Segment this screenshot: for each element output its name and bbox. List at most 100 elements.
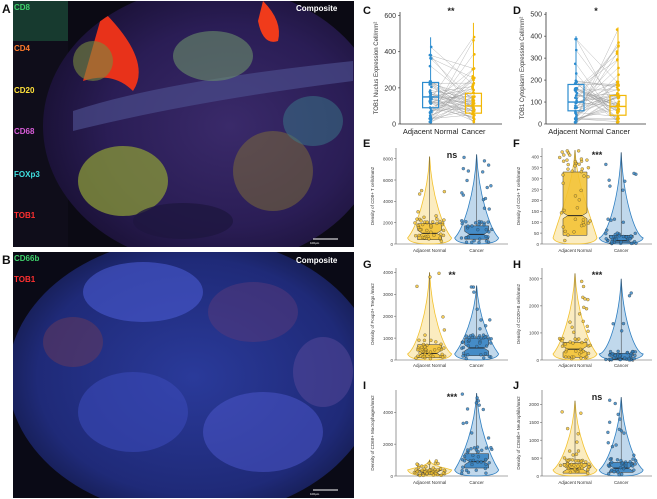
point-g-0 xyxy=(442,354,447,358)
point-cancer-c xyxy=(471,85,474,88)
point-cancer-d xyxy=(617,66,620,70)
y-tick-label-g: 4000 xyxy=(383,270,394,275)
violin-j-1 xyxy=(598,397,644,477)
point-g-1 xyxy=(487,337,491,341)
point-cancer-c xyxy=(473,108,476,111)
point-normal-d xyxy=(573,87,577,91)
point-normal-d xyxy=(574,72,578,75)
point-i-0 xyxy=(431,466,435,470)
y-tick-label-j: 1500 xyxy=(529,420,540,425)
point-cancer-d xyxy=(616,115,620,118)
point-g-1 xyxy=(487,354,491,359)
marker-label-tob1: TOB1 xyxy=(14,211,36,220)
point-normal-c xyxy=(428,89,432,92)
point-f-1 xyxy=(617,234,621,238)
point-normal-c xyxy=(429,80,433,83)
point-h-1 xyxy=(629,291,633,295)
y-axis-label-f: Density of CD4+ T cells/mm2 xyxy=(516,166,521,225)
point-f-0 xyxy=(566,167,570,171)
point-j-0 xyxy=(565,462,570,466)
point-g-0 xyxy=(423,344,427,349)
panel-b-image xyxy=(13,252,354,498)
point-e-1 xyxy=(470,224,474,228)
point-normal-c xyxy=(430,57,433,60)
point-cancer-d xyxy=(617,117,620,120)
x-tick-label-f: Adjacent Normal xyxy=(558,248,591,253)
violin-f-0 xyxy=(552,150,598,245)
point-j-1 xyxy=(620,462,624,466)
point-e-0 xyxy=(419,227,423,232)
point-e-1 xyxy=(477,240,481,245)
point-g-1 xyxy=(482,336,486,340)
point-f-0 xyxy=(582,174,586,178)
point-cancer-c xyxy=(472,109,476,113)
point-cancer-c xyxy=(473,53,476,56)
point-i-0 xyxy=(418,472,422,476)
point-normal-c xyxy=(429,101,433,105)
point-j-0 xyxy=(565,458,569,462)
point-j-1 xyxy=(607,464,611,469)
point-e-1 xyxy=(464,220,468,224)
point-g-0 xyxy=(414,356,418,360)
point-normal-d xyxy=(574,117,577,121)
pair-line-d xyxy=(575,87,619,112)
point-g-1 xyxy=(461,351,466,355)
point-cancer-c xyxy=(473,76,476,80)
pair-line-d xyxy=(575,29,619,119)
point-h-0 xyxy=(560,339,564,343)
y-tick-label-f: 50 xyxy=(534,231,540,236)
point-h-1 xyxy=(618,353,623,357)
point-g-1 xyxy=(482,356,486,360)
point-g-0 xyxy=(434,340,438,344)
point-normal-d xyxy=(575,93,578,97)
marker-label-foxp3: FOXp3 xyxy=(14,170,40,179)
point-cancer-c xyxy=(472,88,475,92)
pair-line-c xyxy=(430,83,474,97)
point-j-0 xyxy=(572,467,577,471)
pair-line-d xyxy=(575,97,619,106)
point-cancer-d xyxy=(615,83,619,87)
pair-line-d xyxy=(575,89,619,107)
point-cancer-c xyxy=(471,110,475,114)
pair-line-d xyxy=(575,45,619,99)
point-f-0 xyxy=(579,188,583,193)
pair-line-c xyxy=(430,65,474,101)
point-e-1 xyxy=(461,193,465,197)
point-i-0 xyxy=(436,461,440,466)
point-cancer-d xyxy=(617,83,620,86)
significance-d: * xyxy=(594,6,598,16)
violin-e-1 xyxy=(454,154,500,245)
point-normal-c xyxy=(428,99,432,103)
pair-line-d xyxy=(575,93,619,109)
y-tick-label-f: 400 xyxy=(531,155,539,160)
point-h-0 xyxy=(577,337,581,341)
point-cancer-c xyxy=(472,102,476,105)
point-cancer-d xyxy=(615,110,619,114)
pair-line-c xyxy=(430,96,474,99)
point-i-1 xyxy=(471,453,475,458)
point-cancer-d xyxy=(615,52,619,55)
point-f-1 xyxy=(621,220,625,224)
point-h-0 xyxy=(579,350,583,354)
point-g-0 xyxy=(420,347,424,352)
point-cancer-c xyxy=(471,104,475,108)
pair-line-d xyxy=(575,96,619,114)
point-e-1 xyxy=(465,226,470,230)
point-e-0 xyxy=(413,234,418,238)
point-j-1 xyxy=(622,463,627,467)
point-j-1 xyxy=(631,464,635,468)
pair-line-c xyxy=(430,83,474,123)
violin-h-1 xyxy=(598,278,644,361)
point-h-0 xyxy=(586,297,590,302)
point-normal-c xyxy=(429,101,433,104)
point-j-1 xyxy=(615,468,619,472)
point-normal-c xyxy=(429,91,432,95)
point-f-0 xyxy=(575,206,580,210)
y-axis-label-h: Density of CD20+B cells/mm2 xyxy=(516,284,521,344)
point-e-0 xyxy=(424,234,428,239)
point-g-1 xyxy=(469,285,474,289)
point-f-1 xyxy=(610,241,614,246)
point-j-1 xyxy=(607,472,611,476)
x-tick-label-d: Adjacent Normal xyxy=(548,127,604,136)
point-cancer-d xyxy=(615,94,619,97)
